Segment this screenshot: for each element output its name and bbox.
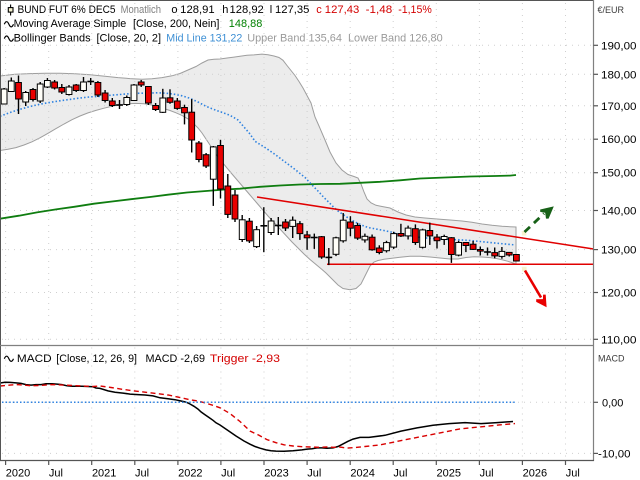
svg-text:Moving Average Simple: Moving Average Simple [14, 18, 127, 30]
svg-text:2020: 2020 [6, 468, 30, 480]
svg-text:BUND FUT 6% DEC5: BUND FUT 6% DEC5 [18, 4, 116, 16]
svg-text:MACD: MACD [17, 353, 52, 365]
svg-text:Jul: Jul [221, 468, 235, 480]
svg-text:127,43: 127,43 [325, 4, 360, 16]
svg-text:h: h [222, 4, 228, 16]
svg-text:-10,00: -10,00 [598, 448, 631, 460]
svg-text:120,00: 120,00 [601, 288, 637, 300]
svg-text:MACD: MACD [598, 354, 625, 364]
svg-text:140,00: 140,00 [601, 206, 637, 218]
svg-text:c: c [316, 4, 322, 16]
svg-text:Trigger -2,93: Trigger -2,93 [210, 353, 280, 365]
svg-text:Jul: Jul [480, 468, 494, 480]
svg-text:[Close, 12, 26, 9]: [Close, 12, 26, 9] [56, 353, 137, 365]
svg-text:2023: 2023 [264, 468, 288, 480]
svg-text:Mid Line 131,22: Mid Line 131,22 [166, 33, 242, 45]
svg-text:Monatlich: Monatlich [121, 4, 161, 16]
svg-text:160,00: 160,00 [601, 134, 637, 146]
svg-text:Jul: Jul [393, 468, 407, 480]
svg-text:Upper Band 135,64 Lower Band: Upper Band 135,64 Lower Band 126,80 [247, 33, 443, 45]
svg-text:Jul: Jul [49, 468, 63, 480]
svg-text:2024: 2024 [350, 468, 374, 480]
svg-text:MACD -2,69: MACD -2,69 [146, 353, 206, 365]
svg-text:l: l [270, 4, 272, 16]
svg-text:Jul: Jul [307, 468, 321, 480]
svg-text:-1,48: -1,48 [366, 4, 393, 16]
svg-text:150,00: 150,00 [601, 168, 637, 180]
svg-text:Jul: Jul [566, 468, 580, 480]
svg-text:[Close, 20, 2]: [Close, 20, 2] [97, 33, 162, 45]
svg-text:0,00: 0,00 [602, 397, 623, 409]
svg-text:190,00: 190,00 [601, 40, 637, 52]
svg-text:o: o [171, 4, 177, 16]
svg-text:[Close, 200, Nein]: [Close, 200, Nein] [133, 18, 219, 30]
svg-text:-1,15%: -1,15% [398, 4, 432, 16]
svg-text:148,88: 148,88 [229, 18, 262, 30]
svg-text:128,92: 128,92 [230, 4, 264, 16]
svg-text:2025: 2025 [437, 468, 461, 480]
svg-text:110,00: 110,00 [601, 334, 637, 346]
svg-text:130,00: 130,00 [601, 245, 637, 257]
svg-text:2026: 2026 [523, 468, 547, 480]
svg-text:2022: 2022 [178, 468, 202, 480]
svg-text:170,00: 170,00 [601, 101, 637, 113]
svg-text:127,35: 127,35 [275, 4, 309, 16]
svg-text:2021: 2021 [92, 468, 116, 480]
svg-text:Bollinger Bands: Bollinger Bands [14, 33, 91, 45]
svg-text:Jul: Jul [135, 468, 149, 480]
svg-text:180,00: 180,00 [601, 69, 637, 81]
svg-text:€/EUR: €/EUR [598, 5, 625, 15]
svg-text:128,91: 128,91 [180, 4, 214, 16]
